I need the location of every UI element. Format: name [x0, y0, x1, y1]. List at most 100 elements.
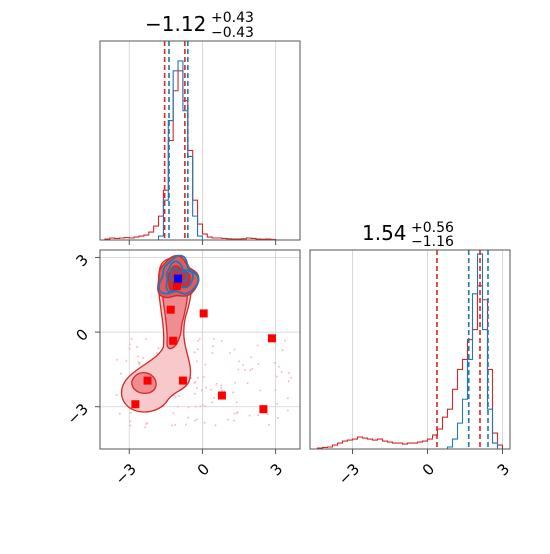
- sample-point: [187, 406, 190, 409]
- x-tick-label: 0: [419, 460, 438, 479]
- red-marker: [259, 405, 268, 414]
- red-marker: [178, 376, 187, 385]
- sample-point: [197, 340, 199, 342]
- sample-point: [211, 352, 214, 354]
- sample-point: [142, 357, 144, 360]
- sample-point: [145, 423, 147, 425]
- sample-point: [171, 424, 174, 427]
- sample-point: [233, 348, 236, 351]
- sample-point: [115, 394, 118, 396]
- y-tick-label: 0: [73, 325, 92, 344]
- sample-point: [266, 413, 269, 416]
- sample-point: [251, 368, 254, 370]
- sample-point: [237, 368, 240, 371]
- sample-point: [116, 358, 118, 361]
- sample-point: [215, 382, 218, 385]
- sample-point: [268, 424, 270, 426]
- sample-point: [176, 405, 179, 408]
- sample-point: [220, 340, 223, 342]
- markers: [131, 274, 276, 414]
- sample-point: [138, 361, 141, 364]
- sample-point: [236, 411, 239, 414]
- sample-point: [287, 380, 290, 383]
- sample-point: [157, 347, 160, 350]
- red-marker: [172, 282, 181, 291]
- sample-point: [259, 389, 262, 392]
- sample-point: [190, 377, 192, 379]
- sample-point: [287, 397, 289, 400]
- sample-point: [198, 337, 201, 340]
- scatter-plot-area: [115, 254, 292, 429]
- sample-point: [209, 388, 212, 391]
- sample-point: [212, 345, 214, 348]
- sample-point: [137, 361, 140, 363]
- sample-point: [249, 369, 252, 371]
- red-marker: [217, 391, 226, 400]
- panel-frame: [309, 249, 511, 450]
- sample-point: [204, 363, 207, 366]
- sample-point: [220, 384, 223, 387]
- sample-point: [119, 412, 121, 415]
- sample-point: [137, 355, 139, 358]
- sample-point: [138, 363, 141, 365]
- sample-point: [274, 341, 277, 344]
- bottom-left-scatter-panel: −3 0 3 −3 0 3: [64, 249, 301, 488]
- sample-point: [129, 412, 132, 414]
- sample-point: [144, 426, 146, 429]
- sample-point: [281, 349, 284, 352]
- sample-point: [119, 372, 122, 375]
- sample-point: [256, 344, 259, 347]
- sample-point: [232, 391, 234, 394]
- sample-point: [195, 418, 198, 421]
- histogram-red: [104, 70, 277, 240]
- sample-point: [278, 365, 280, 368]
- red-marker: [143, 376, 152, 385]
- blue-marker: [174, 274, 183, 283]
- title-upper-error: +0.43: [211, 10, 254, 26]
- sample-point: [257, 363, 259, 365]
- sample-point: [129, 424, 131, 427]
- sample-point: [185, 423, 187, 426]
- sample-point: [287, 409, 289, 412]
- sample-point: [194, 381, 197, 383]
- sample-point: [250, 356, 252, 359]
- top-left-histogram-panel: [99, 40, 301, 245]
- histogram-plot-area: [104, 41, 277, 240]
- x-tick-label: 0: [194, 460, 213, 479]
- sample-point: [246, 382, 249, 385]
- y-tick-label: 3: [73, 251, 92, 270]
- sample-point: [196, 360, 198, 363]
- sample-point: [214, 424, 217, 427]
- histogram-plot-area: [316, 250, 504, 449]
- sample-point: [194, 419, 196, 422]
- sample-point: [129, 343, 131, 346]
- sample-point: [234, 381, 236, 384]
- sample-point: [227, 418, 229, 421]
- sample-point: [213, 397, 215, 399]
- red-marker: [131, 400, 140, 409]
- sample-point: [248, 414, 251, 417]
- sample-point: [156, 352, 158, 354]
- sample-point: [280, 371, 283, 373]
- title-value: −1.12: [145, 12, 206, 36]
- sample-point: [257, 414, 259, 416]
- sample-point: [244, 369, 246, 371]
- sample-point: [205, 386, 207, 389]
- sample-point: [203, 376, 205, 378]
- sample-point: [229, 352, 231, 354]
- sample-point: [202, 404, 204, 406]
- histogram-red: [316, 285, 504, 449]
- sample-point: [277, 417, 279, 419]
- blue-contour-2: [165, 260, 194, 293]
- red-marker: [267, 334, 276, 343]
- sample-point: [211, 401, 214, 404]
- sample-point: [220, 387, 222, 389]
- sample-point: [128, 347, 131, 350]
- title-lower-error: −0.43: [211, 25, 254, 41]
- sample-point: [233, 419, 235, 422]
- bottom-right-histogram-panel: −3 0 3: [309, 249, 513, 488]
- sample-point: [233, 412, 236, 415]
- sample-point: [130, 337, 133, 340]
- x-tick-label: −3: [335, 460, 363, 488]
